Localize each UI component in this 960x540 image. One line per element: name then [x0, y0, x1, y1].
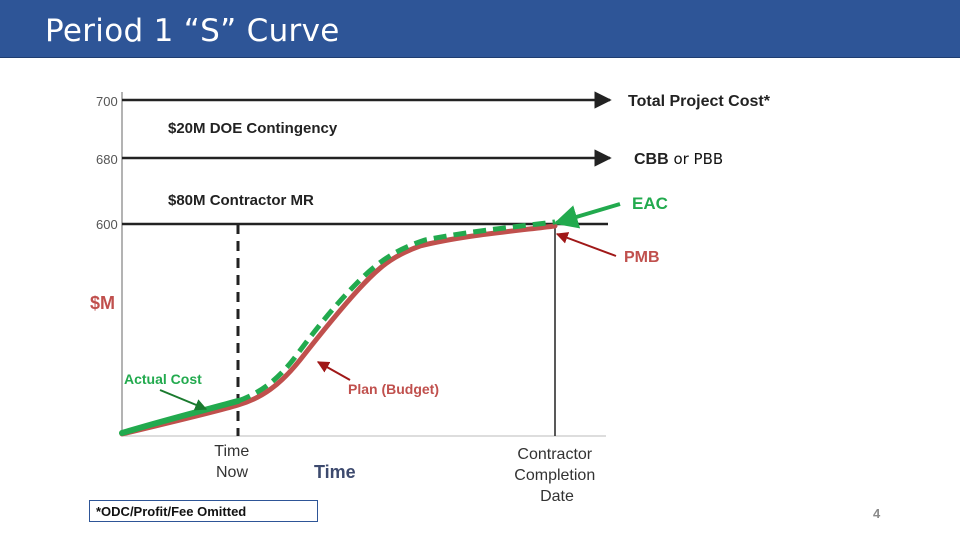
plan-budget-label: Plan (Budget): [348, 381, 439, 397]
plan-budget-pointer-arrow: [316, 361, 351, 381]
completion-label-line1: Contractor: [517, 446, 592, 463]
total-project-cost-label: Total Project Cost*: [628, 93, 771, 110]
series-plan-budget-line: [119, 223, 558, 437]
y-tick-label-680: 680: [96, 152, 118, 167]
title-bar: Period 1 “S” Curve: [0, 0, 960, 58]
eac-label: EAC: [632, 194, 668, 213]
y-axis-label: $M: [90, 293, 115, 313]
eac-pointer-arrow: [553, 202, 621, 229]
eac-forecast-line: [237, 219, 556, 404]
cbb-label-text: CBB: [634, 151, 669, 168]
contractor-mr-label: $80M Contractor MR: [168, 192, 314, 209]
footnote-box: *ODC/Profit/Fee Omitted: [89, 500, 318, 522]
pmb-pointer-arrow: [555, 232, 617, 257]
actual-cost-pointer-arrow: [159, 389, 208, 411]
pbb-label-text: or PBB: [669, 150, 724, 168]
page-number: 4: [873, 506, 881, 521]
y-tick-label-700: 700: [96, 94, 118, 109]
x-axis-label: Time: [314, 462, 356, 482]
slide-title: Period 1 “S” Curve: [45, 13, 340, 49]
pmb-label: PMB: [624, 249, 660, 266]
completion-label-line3: Date: [540, 488, 574, 505]
time-now-label: Time Now: [214, 443, 253, 481]
actual-cost-label: Actual Cost: [124, 371, 202, 387]
time-now-label-line2: Now: [216, 464, 248, 481]
cbb-label: CBB or PBB: [634, 150, 723, 168]
time-now-label-line1: Time: [214, 443, 249, 460]
y-tick-label-600: 600: [96, 217, 118, 232]
doe-contingency-label: $20M DOE Contingency: [168, 120, 338, 137]
series-actual-cost-line: [119, 398, 241, 436]
completion-date-label: Contractor Completion Date: [514, 446, 599, 505]
completion-label-line2: Completion: [514, 467, 595, 484]
